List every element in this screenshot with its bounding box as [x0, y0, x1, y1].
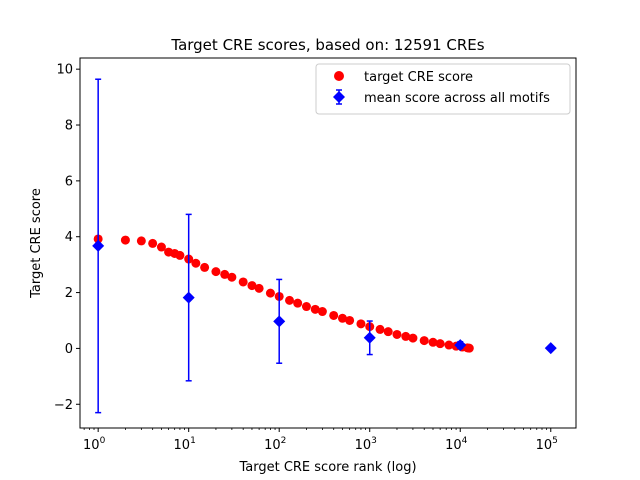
target-score-point-2 [136, 236, 146, 246]
target-score-point-33 [408, 333, 418, 343]
x-tick-label-2: 102 [264, 436, 286, 453]
legend-label-target-score: target CRE score [364, 70, 473, 85]
target-score-point-13 [227, 272, 237, 282]
y-tick-label-1: 0 [65, 342, 73, 357]
y-tick-label-6: 10 [56, 63, 73, 78]
mean-score-point-0 [92, 239, 105, 252]
target-score-point-7 [175, 250, 185, 260]
y-tick-label-4: 6 [65, 174, 73, 189]
target-score-point-35 [428, 337, 438, 347]
y-tick-label-5: 8 [65, 119, 73, 134]
x-tick-label-3: 103 [355, 436, 377, 453]
mean-score-point-4 [454, 339, 467, 352]
x-tick-label-1: 101 [174, 436, 196, 453]
target-score-point-9 [191, 258, 201, 268]
target-score-point-41 [464, 343, 474, 353]
y-tick-label-0: −2 [54, 398, 73, 413]
x-tick-label-4: 104 [445, 436, 468, 453]
mean-score-point-1 [182, 291, 195, 304]
target-score-point-32 [401, 331, 411, 341]
y-tick-label-2: 2 [65, 286, 73, 301]
mean-score-point-2 [273, 315, 286, 328]
target-score-point-20 [293, 298, 303, 308]
target-score-point-17 [265, 288, 275, 298]
target-score-point-34 [419, 336, 429, 346]
target-score-point-25 [337, 313, 347, 323]
target-score-point-3 [148, 238, 158, 248]
x-axis-label: Target CRE score rank (log) [238, 460, 416, 475]
mean-score-point-3 [363, 331, 376, 344]
target-score-point-11 [211, 267, 221, 277]
target-score-point-12 [220, 269, 230, 279]
mean-score-point-5 [544, 342, 557, 355]
legend-frame [315, 63, 571, 115]
target-score-point-31 [392, 329, 402, 339]
target-score-point-10 [200, 262, 210, 272]
target-score-point-36 [435, 339, 445, 349]
legend-marker-target-score [334, 71, 344, 81]
target-score-point-21 [301, 302, 311, 312]
target-score-point-27 [356, 319, 366, 329]
target-score-point-23 [317, 307, 327, 317]
plot-frame [79, 57, 577, 429]
target-score-point-22 [310, 304, 320, 314]
target-score-point-26 [345, 315, 355, 325]
x-tick-label-5: 105 [536, 436, 558, 453]
y-tick-label-3: 4 [65, 230, 73, 245]
target-score-point-29 [375, 324, 385, 334]
axis-ticks: −2 0 2 4 6 8 10 100 101 102 103 104 105 [54, 63, 558, 453]
target-score-point-19 [285, 295, 295, 305]
target-score-point-24 [329, 310, 339, 320]
target-score-point-1 [120, 235, 130, 245]
target-score-point-30 [383, 327, 393, 337]
plot-area [92, 78, 557, 414]
x-tick-label-0: 100 [83, 436, 106, 453]
target-score-point-4 [156, 242, 166, 252]
chart-title: Target CRE scores, based on: 12591 CREs [170, 36, 484, 54]
target-score-point-16 [254, 283, 264, 293]
y-axis-label: Target CRE score [29, 188, 44, 299]
legend-label-mean-score: mean score across all motifs [364, 91, 550, 106]
target-score-point-15 [247, 281, 257, 291]
legend-marker-mean-score [333, 91, 345, 103]
target-score-point-14 [238, 277, 248, 287]
legend: target CRE score mean score across all m… [315, 63, 571, 115]
target-score-point-37 [444, 340, 454, 350]
